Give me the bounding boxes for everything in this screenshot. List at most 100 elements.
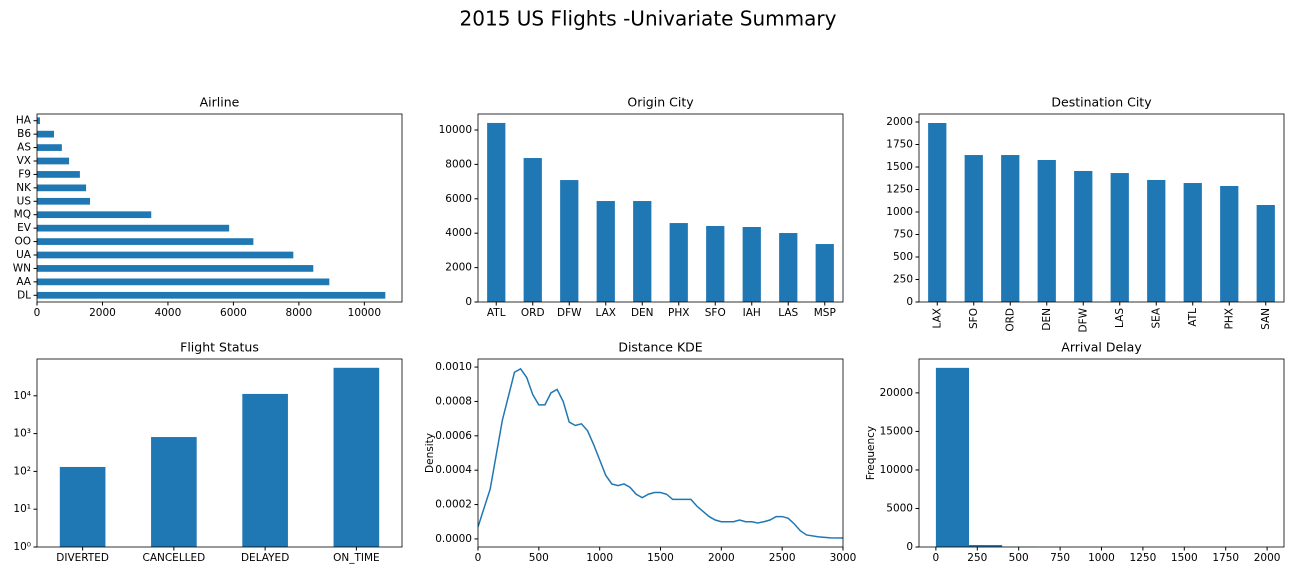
panel-title: Distance KDE <box>618 340 702 355</box>
x-tick-label: 2000 <box>89 307 116 319</box>
bar <box>37 184 87 192</box>
axes-frame <box>36 358 403 548</box>
bar <box>1147 179 1166 302</box>
bar <box>669 223 688 302</box>
panel-title: Origin City <box>627 95 694 110</box>
y-tick-label: 10¹ <box>13 503 31 515</box>
y-tick-label: AS <box>17 142 31 154</box>
bar <box>37 224 230 232</box>
x-tick-label: 500 <box>529 552 549 564</box>
y-tick-label: 8000 <box>445 158 472 170</box>
y-axis-label: Density <box>424 433 436 473</box>
x-tick-label: 1500 <box>1171 552 1198 564</box>
y-tick-label: UA <box>16 249 32 261</box>
bar <box>333 367 380 547</box>
bar <box>37 117 40 125</box>
bar <box>742 227 761 302</box>
y-tick-label: 10² <box>13 465 31 477</box>
x-tick-label: LAS <box>1114 308 1126 328</box>
y-tick-label: 0 <box>906 541 913 553</box>
y-tick-label: US <box>17 195 32 207</box>
x-tick-label: LAX <box>596 307 616 319</box>
panel-title: Airline <box>200 95 240 110</box>
y-tick-label: 2000 <box>886 116 913 128</box>
x-tick-label: ATL <box>487 307 506 319</box>
x-tick-label: 0 <box>475 552 482 564</box>
x-tick-label: 8000 <box>286 307 313 319</box>
y-tick-label: 10000 <box>439 124 472 136</box>
axes-frame <box>477 358 844 548</box>
bar <box>37 278 330 286</box>
x-tick-label: 1500 <box>647 552 674 564</box>
y-tick-label: 0.0000 <box>435 533 472 545</box>
x-tick-label: 10000 <box>348 307 381 319</box>
y-tick-label: 250 <box>893 274 913 286</box>
figure-title: 2015 US Flights -Univariate Summary <box>460 7 837 31</box>
bar <box>596 201 615 302</box>
x-tick-label: ORD <box>1004 308 1016 332</box>
bar <box>779 233 798 302</box>
y-tick-label: 10⁰ <box>13 541 31 553</box>
y-tick-label: 10³ <box>13 428 31 440</box>
axes-frame <box>477 113 844 303</box>
y-tick-label: OO <box>14 236 31 248</box>
bar <box>37 211 152 219</box>
axes-frame <box>36 113 403 303</box>
bar <box>964 155 983 302</box>
x-tick-label: 500 <box>1009 552 1029 564</box>
x-tick-label: SFO <box>968 308 980 329</box>
y-tick-label: 1000 <box>886 206 913 218</box>
x-tick-label: 0 <box>34 307 41 319</box>
bar <box>37 251 294 259</box>
bar <box>37 157 70 165</box>
y-tick-label: HA <box>16 115 32 127</box>
density-line <box>478 367 843 539</box>
bar <box>37 265 314 272</box>
bar <box>37 144 62 151</box>
x-tick-label: ATL <box>1187 308 1199 327</box>
x-tick-label: PHX <box>1223 308 1235 329</box>
x-tick-label: MSP <box>814 307 836 319</box>
bar <box>633 201 652 302</box>
bar <box>1074 170 1093 302</box>
bar <box>928 122 947 303</box>
y-tick-label: 15000 <box>880 425 913 437</box>
y-tick-label: 0.0002 <box>435 499 472 511</box>
bar <box>37 171 80 178</box>
y-tick-label: 0.0004 <box>435 464 472 476</box>
x-tick-label: SEA <box>1150 307 1162 328</box>
y-tick-label: 4000 <box>445 227 472 239</box>
y-tick-label: F9 <box>18 168 31 180</box>
panel-title: Flight Status <box>180 340 259 355</box>
y-tick-label: 1500 <box>886 161 913 173</box>
panel-title: Arrival Delay <box>1061 340 1142 355</box>
y-tick-label: 6000 <box>445 193 472 205</box>
y-tick-label: MQ <box>14 209 31 221</box>
x-tick-label: DELAYED <box>241 552 289 564</box>
x-tick-label: DEN <box>1041 308 1053 331</box>
x-tick-label: 1000 <box>1088 552 1115 564</box>
y-tick-label: B6 <box>17 128 31 140</box>
y-tick-label: 0 <box>906 296 913 308</box>
x-tick-label: 6000 <box>220 307 247 319</box>
y-axis-label: Frequency <box>865 426 877 480</box>
x-tick-label: 750 <box>1050 552 1070 564</box>
histogram-bar <box>969 544 1003 547</box>
x-tick-label: DFW <box>1077 307 1089 332</box>
y-tick-label: 0.0010 <box>435 361 472 373</box>
x-tick-label: LAS <box>778 307 798 319</box>
bar <box>37 238 254 245</box>
x-tick-label: 1000 <box>586 552 613 564</box>
bar <box>242 393 288 547</box>
bar <box>815 244 834 302</box>
y-tick-label: 10000 <box>880 464 913 476</box>
bar <box>37 197 91 205</box>
y-tick-label: 1750 <box>886 139 913 151</box>
x-tick-label: ON_TIME <box>333 552 380 564</box>
y-tick-label: NK <box>16 182 32 194</box>
bar <box>151 437 197 547</box>
y-tick-label: 20000 <box>880 387 913 399</box>
x-tick-label: 250 <box>967 552 987 564</box>
bar <box>560 180 579 302</box>
